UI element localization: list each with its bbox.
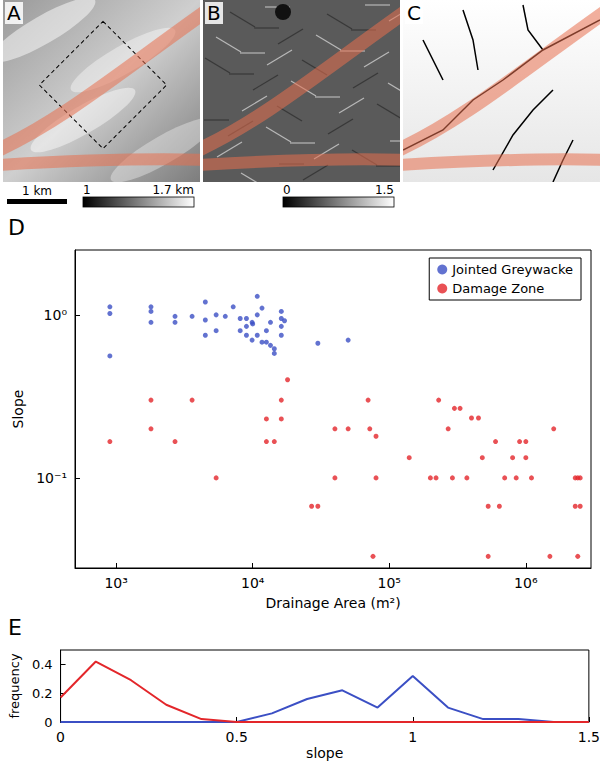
svg-text:1: 1 bbox=[408, 729, 417, 745]
svg-text:1.5: 1.5 bbox=[375, 183, 394, 197]
svg-text:0.2: 0.2 bbox=[32, 686, 53, 701]
svg-text:0.5: 0.5 bbox=[226, 729, 248, 745]
svg-text:0: 0 bbox=[44, 715, 52, 730]
svg-text:A: A bbox=[7, 1, 21, 25]
svg-text:10³: 10³ bbox=[104, 575, 127, 591]
svg-text:frequency: frequency bbox=[7, 653, 22, 719]
svg-text:slope: slope bbox=[306, 745, 343, 761]
svg-text:10⁻¹: 10⁻¹ bbox=[36, 470, 67, 486]
svg-text:0.4: 0.4 bbox=[32, 657, 53, 672]
svg-text:0: 0 bbox=[283, 183, 291, 197]
svg-text:1.5: 1.5 bbox=[578, 729, 600, 745]
svg-text:10⁵: 10⁵ bbox=[378, 575, 401, 591]
svg-text:E: E bbox=[8, 615, 22, 640]
svg-text:Slope: Slope bbox=[10, 390, 26, 429]
svg-text:Jointed Greywacke: Jointed Greywacke bbox=[451, 262, 573, 277]
svg-text:Drainage Area (m²): Drainage Area (m²) bbox=[265, 595, 400, 611]
svg-text:B: B bbox=[207, 1, 221, 25]
svg-text:1: 1 bbox=[83, 183, 91, 197]
svg-text:Damage Zone: Damage Zone bbox=[452, 281, 544, 296]
svg-text:10⁴: 10⁴ bbox=[241, 575, 265, 591]
svg-text:1.7 km: 1.7 km bbox=[152, 183, 194, 197]
svg-text:1 km: 1 km bbox=[22, 184, 52, 198]
svg-text:D: D bbox=[8, 215, 25, 240]
svg-text:10⁰: 10⁰ bbox=[44, 307, 68, 323]
svg-text:0: 0 bbox=[56, 729, 65, 745]
svg-text:10⁶: 10⁶ bbox=[514, 575, 538, 591]
svg-text:C: C bbox=[407, 1, 421, 25]
